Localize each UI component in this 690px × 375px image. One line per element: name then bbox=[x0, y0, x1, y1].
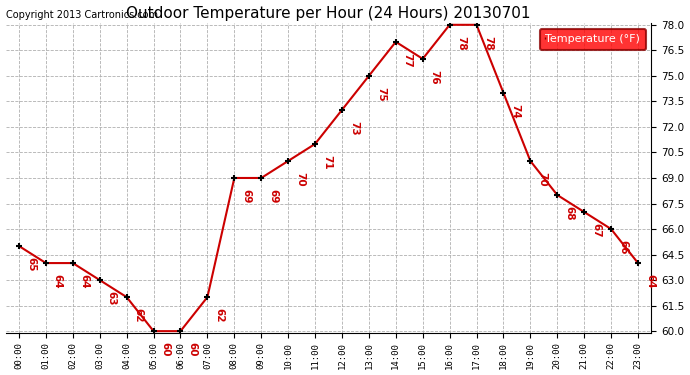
Text: 65: 65 bbox=[26, 257, 36, 272]
Text: 64: 64 bbox=[80, 274, 90, 289]
Text: 67: 67 bbox=[591, 223, 601, 238]
Text: 68: 68 bbox=[564, 206, 574, 220]
Text: 60: 60 bbox=[161, 342, 170, 357]
Text: 64: 64 bbox=[645, 274, 655, 289]
Text: 60: 60 bbox=[188, 342, 197, 357]
Legend: Temperature (°F): Temperature (°F) bbox=[540, 28, 646, 50]
Text: 78: 78 bbox=[484, 36, 493, 51]
Text: 71: 71 bbox=[322, 155, 332, 170]
Text: 76: 76 bbox=[430, 70, 440, 85]
Text: 73: 73 bbox=[349, 121, 359, 136]
Text: Copyright 2013 Cartronics.com: Copyright 2013 Cartronics.com bbox=[6, 10, 157, 20]
Text: 64: 64 bbox=[53, 274, 63, 289]
Text: 78: 78 bbox=[457, 36, 466, 51]
Text: 70: 70 bbox=[295, 172, 305, 187]
Text: 77: 77 bbox=[403, 53, 413, 68]
Text: 69: 69 bbox=[268, 189, 278, 204]
Text: 62: 62 bbox=[215, 308, 224, 323]
Text: 69: 69 bbox=[241, 189, 251, 204]
Text: 75: 75 bbox=[376, 87, 386, 102]
Title: Outdoor Temperature per Hour (24 Hours) 20130701: Outdoor Temperature per Hour (24 Hours) … bbox=[126, 6, 531, 21]
Text: 66: 66 bbox=[618, 240, 628, 255]
Text: 63: 63 bbox=[107, 291, 117, 306]
Text: 74: 74 bbox=[511, 104, 520, 119]
Text: 62: 62 bbox=[134, 308, 144, 323]
Text: 70: 70 bbox=[538, 172, 547, 187]
